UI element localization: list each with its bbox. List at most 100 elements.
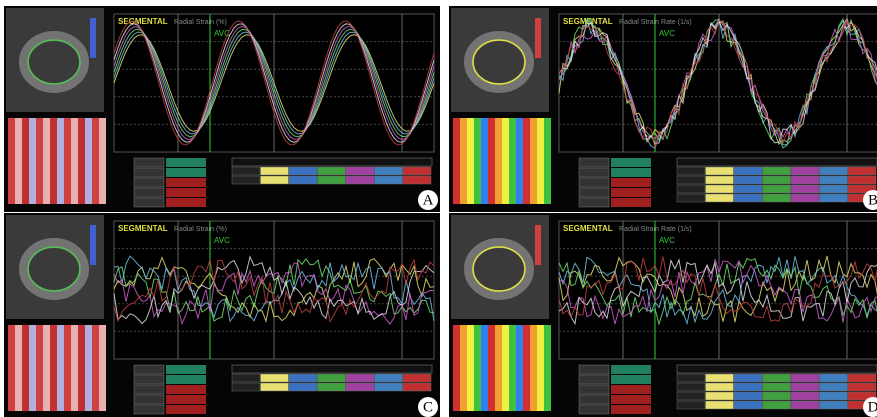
color-band	[467, 118, 474, 204]
values-cell	[706, 401, 734, 409]
legend-status	[166, 168, 206, 177]
color-band	[488, 118, 495, 204]
color-band	[36, 118, 43, 204]
color-band	[43, 325, 50, 411]
values-cell	[791, 167, 819, 175]
color-map	[8, 325, 106, 411]
color-band	[495, 118, 502, 204]
color-band	[8, 325, 15, 411]
values-cell	[232, 374, 260, 382]
legend-status	[166, 188, 206, 197]
values-cell	[261, 176, 289, 184]
color-band	[509, 118, 516, 204]
panel-subtitle: Radial Strain (%)	[174, 19, 227, 26]
values-cell	[848, 176, 876, 184]
values-cell	[820, 401, 848, 409]
legend-status	[611, 365, 651, 374]
color-band	[502, 325, 509, 411]
values-cell	[848, 383, 876, 391]
color-band	[502, 118, 509, 204]
values-cell	[677, 176, 705, 184]
color-band	[509, 325, 516, 411]
panel-title: SEGMENTAL	[563, 224, 613, 233]
values-cell	[763, 392, 791, 400]
color-band	[57, 118, 64, 204]
values-cell	[677, 167, 705, 175]
values-cell	[706, 374, 734, 382]
color-band	[523, 325, 530, 411]
values-cell	[791, 185, 819, 193]
values-cell	[763, 401, 791, 409]
values-cell	[820, 374, 848, 382]
color-scale	[90, 18, 96, 58]
values-cell	[677, 374, 705, 382]
panel-label: A	[423, 192, 434, 208]
values-cell	[289, 374, 317, 382]
color-map	[453, 118, 551, 204]
legend-key	[134, 375, 164, 384]
values-cell	[706, 392, 734, 400]
values-cell	[763, 176, 791, 184]
values-cell	[289, 176, 317, 184]
color-band	[71, 118, 78, 204]
panel-subtitle: Radial Strain Rate (1/s)	[619, 19, 692, 26]
values-cell	[403, 383, 431, 391]
values-header	[677, 365, 877, 373]
panel-subtitle: Radial Strain (%)	[174, 226, 227, 233]
values-cell	[375, 374, 403, 382]
values-cell	[706, 176, 734, 184]
color-band	[488, 325, 495, 411]
legend-key	[579, 158, 609, 167]
values-cell	[791, 401, 819, 409]
legend-status	[166, 375, 206, 384]
composite-figure: SEGMENTALRadial Strain (%)AVCASEGMENTALR…	[0, 0, 877, 417]
color-band	[537, 118, 544, 204]
legend-key	[134, 405, 164, 414]
panel: SEGMENTALRadial Strain Rate (1/s)AVCD	[449, 213, 877, 417]
avc-label: AVC	[659, 29, 675, 38]
values-cell	[261, 383, 289, 391]
values-cell	[346, 167, 374, 175]
color-band	[530, 118, 537, 204]
values-cell	[734, 374, 762, 382]
color-band	[474, 118, 481, 204]
legend-status	[166, 405, 206, 414]
legend-status	[166, 158, 206, 167]
values-cell	[820, 392, 848, 400]
color-band	[15, 325, 22, 411]
color-band	[453, 118, 460, 204]
color-band	[29, 325, 36, 411]
values-cell	[289, 383, 317, 391]
values-cell	[375, 167, 403, 175]
legend-key	[134, 158, 164, 167]
values-cell	[375, 176, 403, 184]
legend-key	[579, 178, 609, 187]
color-band	[71, 325, 78, 411]
avc-label: AVC	[214, 236, 230, 245]
color-band	[523, 118, 530, 204]
legend-key	[134, 385, 164, 394]
values-cell	[820, 185, 848, 193]
values-header	[677, 158, 877, 166]
color-band	[474, 325, 481, 411]
values-cell	[763, 194, 791, 202]
values-cell	[403, 374, 431, 382]
values-cell	[318, 176, 346, 184]
color-band	[99, 325, 106, 411]
values-cell	[791, 383, 819, 391]
color-band	[467, 325, 474, 411]
values-cell	[820, 383, 848, 391]
values-cell	[677, 392, 705, 400]
values-cell	[848, 167, 876, 175]
panel-title: SEGMENTAL	[118, 17, 168, 26]
values-cell	[763, 374, 791, 382]
values-cell	[848, 374, 876, 382]
values-cell	[318, 167, 346, 175]
values-cell	[820, 167, 848, 175]
legend-key	[579, 365, 609, 374]
panel-label: C	[423, 399, 433, 415]
legend-key	[134, 365, 164, 374]
values-cell	[734, 167, 762, 175]
values-cell	[763, 185, 791, 193]
values-cell	[706, 167, 734, 175]
